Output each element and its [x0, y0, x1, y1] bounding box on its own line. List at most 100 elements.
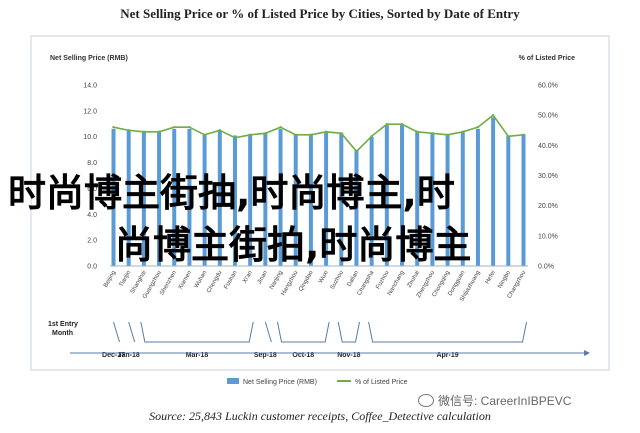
- line-point: [507, 135, 510, 138]
- line-point: [446, 133, 449, 136]
- right-tick-label: 30.0%: [538, 173, 558, 180]
- line-point: [264, 132, 267, 135]
- wechat-icon: [418, 394, 434, 407]
- source-note: Source: 25,843 Luckin customer receipts,…: [149, 409, 491, 423]
- timeline-bracket: [337, 321, 360, 343]
- line-point: [218, 129, 221, 132]
- line-point: [279, 126, 282, 129]
- bar: [369, 136, 374, 266]
- watermark: 微信号: CareerInIBPEVC: [418, 392, 571, 409]
- bar: [430, 132, 435, 266]
- bar-series: [111, 117, 526, 266]
- left-tick-label: 8.0: [87, 160, 97, 167]
- timeline-bracket: [140, 321, 254, 343]
- line-point: [416, 130, 419, 133]
- chart-title: Net Selling Price or % of Listed Price b…: [120, 6, 520, 21]
- timeline-group-label: Apr-19: [436, 352, 458, 359]
- bar: [187, 128, 192, 266]
- bar: [202, 134, 207, 266]
- timeline-tick: [113, 321, 120, 343]
- timeline-tick: [264, 321, 272, 343]
- bar: [506, 135, 511, 266]
- legend-swatch-bar: [227, 378, 239, 384]
- line-point: [248, 133, 252, 136]
- right-tick-label: 0.0%: [538, 264, 554, 271]
- right-tick-label: 20.0%: [538, 203, 558, 210]
- left-tick-label: 12.0: [83, 108, 97, 115]
- timeline-group-label: Jan-18: [118, 352, 140, 359]
- line-point: [309, 133, 313, 136]
- bar: [491, 117, 496, 266]
- bar: [384, 125, 389, 266]
- timeline-bracket: [277, 321, 330, 343]
- right-tick-label: 50.0%: [538, 113, 558, 120]
- bar: [141, 131, 146, 266]
- line-point: [385, 123, 389, 126]
- bar: [445, 134, 450, 266]
- line-point: [324, 130, 328, 133]
- right-tick-label: 10.0%: [538, 233, 558, 240]
- bar: [460, 131, 465, 266]
- left-tick-label: 0.0: [87, 264, 97, 271]
- timeline-tick: [128, 321, 136, 343]
- timeline-arrow: [584, 350, 590, 356]
- line-point: [203, 133, 206, 136]
- line-point: [233, 136, 237, 139]
- line-point: [142, 130, 146, 133]
- line-point: [157, 130, 161, 133]
- watermark-text: 微信号: CareerInIBPEVC: [438, 394, 572, 408]
- timeline-group-label: Oct-18: [292, 352, 314, 359]
- legend-label-bar: Net Selling Price (RMB): [243, 379, 317, 386]
- overlay-line-2: 尚博主街拍,时尚博主: [115, 223, 472, 267]
- bar: [111, 128, 116, 266]
- timeline-group-label: Nov-18: [337, 352, 360, 359]
- category-label: Wuxi: [318, 270, 330, 284]
- line-point: [431, 132, 434, 135]
- bar: [278, 128, 283, 266]
- right-tick-label: 60.0%: [538, 83, 558, 90]
- bar: [475, 128, 480, 266]
- bar: [157, 131, 162, 266]
- bar: [232, 135, 237, 266]
- timeline-label-line2: Month: [52, 330, 73, 337]
- bar: [126, 130, 131, 266]
- bar: [308, 134, 313, 266]
- right-axis-ticks: 0.0% 10.0% 20.0% 30.0% 40.0% 50.0% 60.0%: [538, 83, 558, 271]
- line-point: [491, 113, 495, 117]
- bar: [263, 132, 268, 266]
- bar: [521, 134, 526, 266]
- timeline-group-label: Sep-18: [254, 352, 277, 359]
- left-tick-label: 10.0: [83, 134, 97, 141]
- left-tick-label: 14.0: [83, 83, 97, 90]
- line-series: [112, 113, 525, 153]
- timeline-label-line1: 1st Entry: [48, 321, 78, 328]
- line-point: [370, 135, 373, 138]
- bar: [248, 134, 253, 266]
- line-point: [400, 123, 404, 126]
- bar: [415, 131, 420, 266]
- series-line: [113, 114, 524, 153]
- bar: [400, 125, 405, 266]
- left-tick-label: 2.0: [87, 238, 97, 245]
- line-point: [340, 132, 343, 135]
- left-tick-label: 6.0: [87, 186, 97, 193]
- line-point: [112, 126, 115, 129]
- bar: [172, 128, 177, 266]
- left-axis-title: Net Selling Price (RMB): [50, 55, 128, 62]
- line-point: [476, 126, 480, 129]
- overlay-line-1: 时尚博主街抽,时尚博主,时: [8, 171, 455, 215]
- line-point: [127, 129, 130, 132]
- left-axis-ticks: 0.0 2.0 4.0 6.0 8.0 10.0 12.0 14.0: [83, 83, 97, 271]
- timeline-bracket: [368, 321, 528, 343]
- left-tick-label: 4.0: [87, 212, 97, 219]
- line-point: [188, 126, 191, 129]
- overlay-text: 时尚博主街抽,时尚博主,时 尚博主街拍,时尚博主: [0, 168, 640, 278]
- line-point: [522, 133, 525, 136]
- line-point: [461, 130, 464, 133]
- right-tick-label: 40.0%: [538, 143, 558, 150]
- line-point: [294, 133, 297, 136]
- bar: [339, 132, 344, 266]
- timeline-group-label: Dec-17: [102, 352, 125, 359]
